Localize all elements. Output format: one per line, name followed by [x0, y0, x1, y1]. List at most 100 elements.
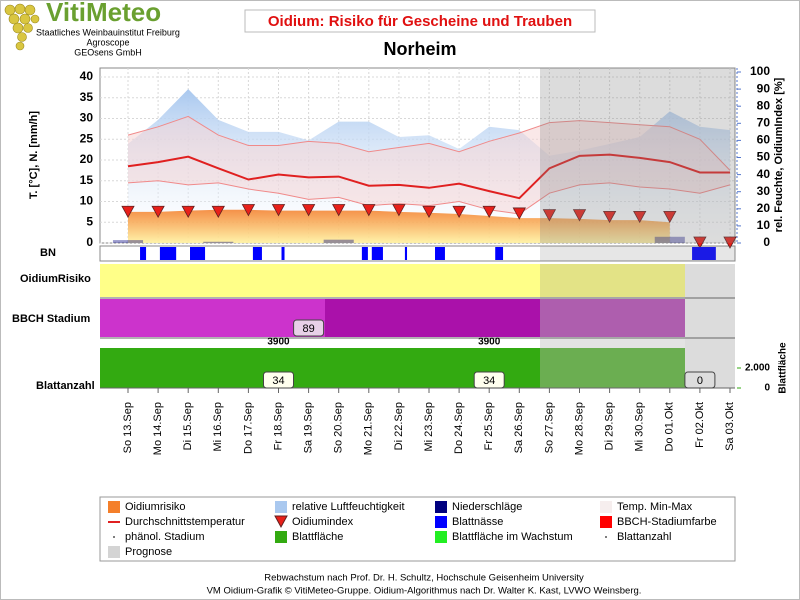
y2-tick-label: 50: [757, 150, 771, 164]
y-tick-label: 25: [80, 131, 94, 145]
oidium-index-marker: [572, 209, 587, 222]
leaf-area-label: 3900: [267, 337, 290, 348]
x-tick-label: Di 15.Sep: [182, 402, 194, 450]
title-box: [244, 9, 596, 33]
logo-icon: [4, 3, 40, 51]
precipitation-bar: [203, 241, 234, 243]
x-tick-label: Do 01.Okt: [664, 402, 676, 452]
legend-swatch: [435, 516, 447, 528]
y2-tick-label: 80: [757, 98, 771, 112]
legend-label: Oidiumrisiko: [125, 501, 186, 513]
x-tick-label: Mi 30.Sep: [634, 402, 646, 452]
legend-label: Blattfläche im Wachstum: [452, 531, 573, 543]
oidium-index-marker: [241, 204, 256, 217]
oidium-index-marker: [332, 204, 346, 217]
legend-label: BBCH-Stadiumfarbe: [617, 516, 717, 528]
y-tick-label: 5: [86, 214, 93, 228]
y2-tick-label: 40: [757, 167, 771, 181]
leaf-count-label-box: [263, 371, 294, 389]
leaf-wetness-bar: [252, 247, 262, 260]
y-tick-label: 15: [80, 173, 94, 187]
y-axis-label: T. [°C], N. [mm/h]: [28, 111, 40, 199]
bbch-band: [325, 299, 540, 337]
x-tick-label: Do 24.Sep: [453, 402, 465, 454]
forecast-overlay: [540, 264, 685, 388]
x-tick-label: Sa 19.Sep: [303, 402, 315, 453]
oidium-index-marker: [211, 205, 225, 219]
footer: VM Oidium-Grafik © VitiMeteo-Gruppe. Oid…: [207, 586, 642, 597]
oidium-index-marker: [392, 204, 406, 217]
legend-swatch: [108, 546, 120, 558]
chart-title: Oidium: Risiko für Gescheine und Trauben: [268, 13, 572, 30]
y-tick-label: 20: [80, 152, 94, 166]
y-tick-label: 30: [80, 111, 94, 125]
legend-swatch: [435, 501, 447, 513]
legend: [99, 496, 736, 562]
legend-swatch: [113, 536, 115, 538]
y2-tick-label: 60: [757, 133, 771, 147]
legend-swatch: [274, 515, 288, 529]
oidium_risk-area: [128, 209, 670, 243]
x-tick-label: Di 22.Sep: [393, 402, 405, 450]
row-label: OidiumRisiko: [20, 273, 91, 285]
legend-label: Blattnässe: [452, 516, 503, 528]
y2-tick-label: 10: [757, 218, 771, 232]
oidium-index-marker: [482, 205, 496, 219]
temp-low-line: [127, 180, 731, 215]
bbch-band: [100, 299, 325, 337]
y2-axis-label: rel. Feuchte, OidiumIndex [%]: [773, 77, 785, 232]
temp-band: [128, 116, 730, 214]
risk-band: [540, 264, 685, 297]
x-tick-label: Do 17.Sep: [242, 402, 254, 454]
org: GEOsens GmbH: [74, 47, 142, 57]
leaf-wetness-bar: [159, 247, 177, 260]
legend-label: Temp. Min-Max: [617, 501, 693, 513]
oidium-index-marker: [602, 210, 617, 224]
leaf-wetness-bar: [190, 247, 206, 260]
legend-label: Oidiumindex: [292, 516, 354, 528]
row-label: BN: [40, 247, 56, 259]
oidium-index-marker: [542, 209, 557, 222]
legend-label: Durchschnittstemperatur: [125, 516, 245, 528]
oidium-index-marker: [663, 210, 677, 224]
x-tick-label: So 27.Sep: [543, 402, 555, 453]
chart-subtitle: Norheim: [383, 39, 456, 59]
bbch-label-box: [293, 319, 325, 337]
x-tick-label: So 20.Sep: [333, 402, 345, 453]
leaf-wetness-bar: [371, 247, 383, 260]
leaf-count-label: 0: [697, 375, 703, 387]
oidium-index-marker: [271, 204, 286, 217]
x-tick-label: Di 29.Sep: [604, 402, 616, 450]
x-tick-label: Sa 03.Okt: [724, 402, 736, 451]
x-tick-label: Fr 25.Sep: [483, 402, 495, 450]
leaf-wetness-bar: [435, 247, 445, 260]
x-tick-label: Mo 21.Sep: [363, 402, 375, 455]
leaf-area-tick-label: 2.000: [745, 363, 770, 374]
legend-label: Blattfläche: [292, 531, 343, 543]
leaf-area-tick-label: 0: [764, 383, 770, 394]
leaf-count-label: 34: [272, 375, 284, 387]
leaf-wetness-bar: [404, 247, 408, 260]
y2-tick-label: 100: [750, 64, 770, 78]
oidium-index-marker: [512, 207, 526, 220]
forecast-overlay: [540, 246, 735, 261]
y2-tick-label: 70: [757, 115, 771, 129]
x-tick-label: Mi 23.Sep: [423, 402, 435, 452]
y-tick-label: 35: [80, 90, 94, 104]
y2-tick-label: 90: [757, 81, 771, 95]
forecast-overlay: [540, 68, 735, 243]
leaf-wetness-bar: [281, 247, 285, 260]
oidium-index-marker: [693, 236, 707, 249]
leaf-wetness-bar: [692, 247, 716, 260]
row-label: BBCH Stadium: [12, 313, 90, 325]
org: Staatliches Weinbauinstitut Freiburg: [36, 27, 180, 37]
x-tick-label: Mo 14.Sep: [152, 402, 164, 455]
leaf-wetness-bar: [495, 247, 504, 260]
leaf-area-band: [540, 348, 685, 388]
leaf-wetness-bar: [140, 247, 147, 260]
bbch-label: 89: [302, 323, 314, 335]
leaf-count-label-box: [473, 371, 505, 389]
legend-swatch: [435, 531, 447, 543]
bbch-band: [540, 299, 685, 337]
